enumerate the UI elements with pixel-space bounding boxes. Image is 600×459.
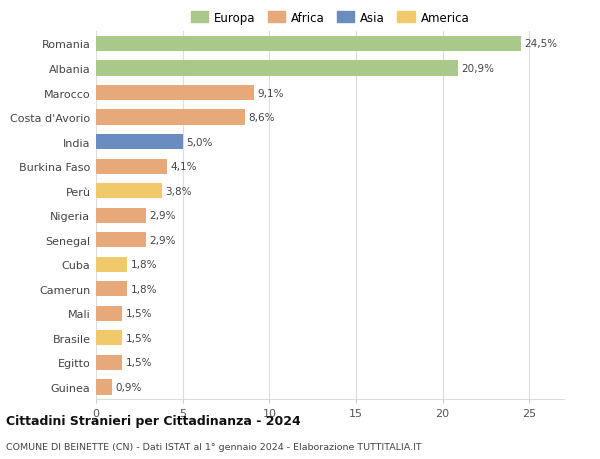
Text: COMUNE DI BEINETTE (CN) - Dati ISTAT al 1° gennaio 2024 - Elaborazione TUTTITALI: COMUNE DI BEINETTE (CN) - Dati ISTAT al … (6, 442, 422, 451)
Text: 9,1%: 9,1% (257, 88, 284, 98)
Text: 4,1%: 4,1% (170, 162, 197, 172)
Bar (96, 37, 521, 52)
Text: 3,8%: 3,8% (166, 186, 192, 196)
Text: 2,9%: 2,9% (150, 211, 176, 221)
Bar (96, 257, 127, 272)
Text: Cittadini Stranieri per Cittadinanza - 2024: Cittadini Stranieri per Cittadinanza - 2… (6, 414, 301, 428)
Text: 2,9%: 2,9% (150, 235, 176, 245)
Bar (96, 380, 112, 395)
Text: 1,8%: 1,8% (131, 284, 157, 294)
Text: 0,9%: 0,9% (115, 382, 142, 392)
Legend: Europa, Africa, Asia, America: Europa, Africa, Asia, America (186, 7, 474, 29)
Text: 5,0%: 5,0% (186, 137, 212, 147)
Text: 1,5%: 1,5% (125, 358, 152, 368)
Bar (96, 281, 127, 297)
Bar (96, 233, 146, 248)
Bar (96, 86, 254, 101)
Text: 20,9%: 20,9% (462, 64, 495, 74)
Bar (96, 159, 167, 174)
Bar (96, 184, 162, 199)
Bar (96, 208, 146, 224)
Text: 1,8%: 1,8% (131, 260, 157, 270)
Bar (96, 330, 122, 346)
Bar (96, 355, 122, 370)
Text: 1,5%: 1,5% (125, 308, 152, 319)
Bar (96, 134, 182, 150)
Text: 24,5%: 24,5% (524, 39, 557, 50)
Bar (96, 306, 122, 321)
Text: 8,6%: 8,6% (248, 113, 275, 123)
Text: 1,5%: 1,5% (125, 333, 152, 343)
Bar (96, 110, 245, 125)
Bar (96, 61, 458, 77)
